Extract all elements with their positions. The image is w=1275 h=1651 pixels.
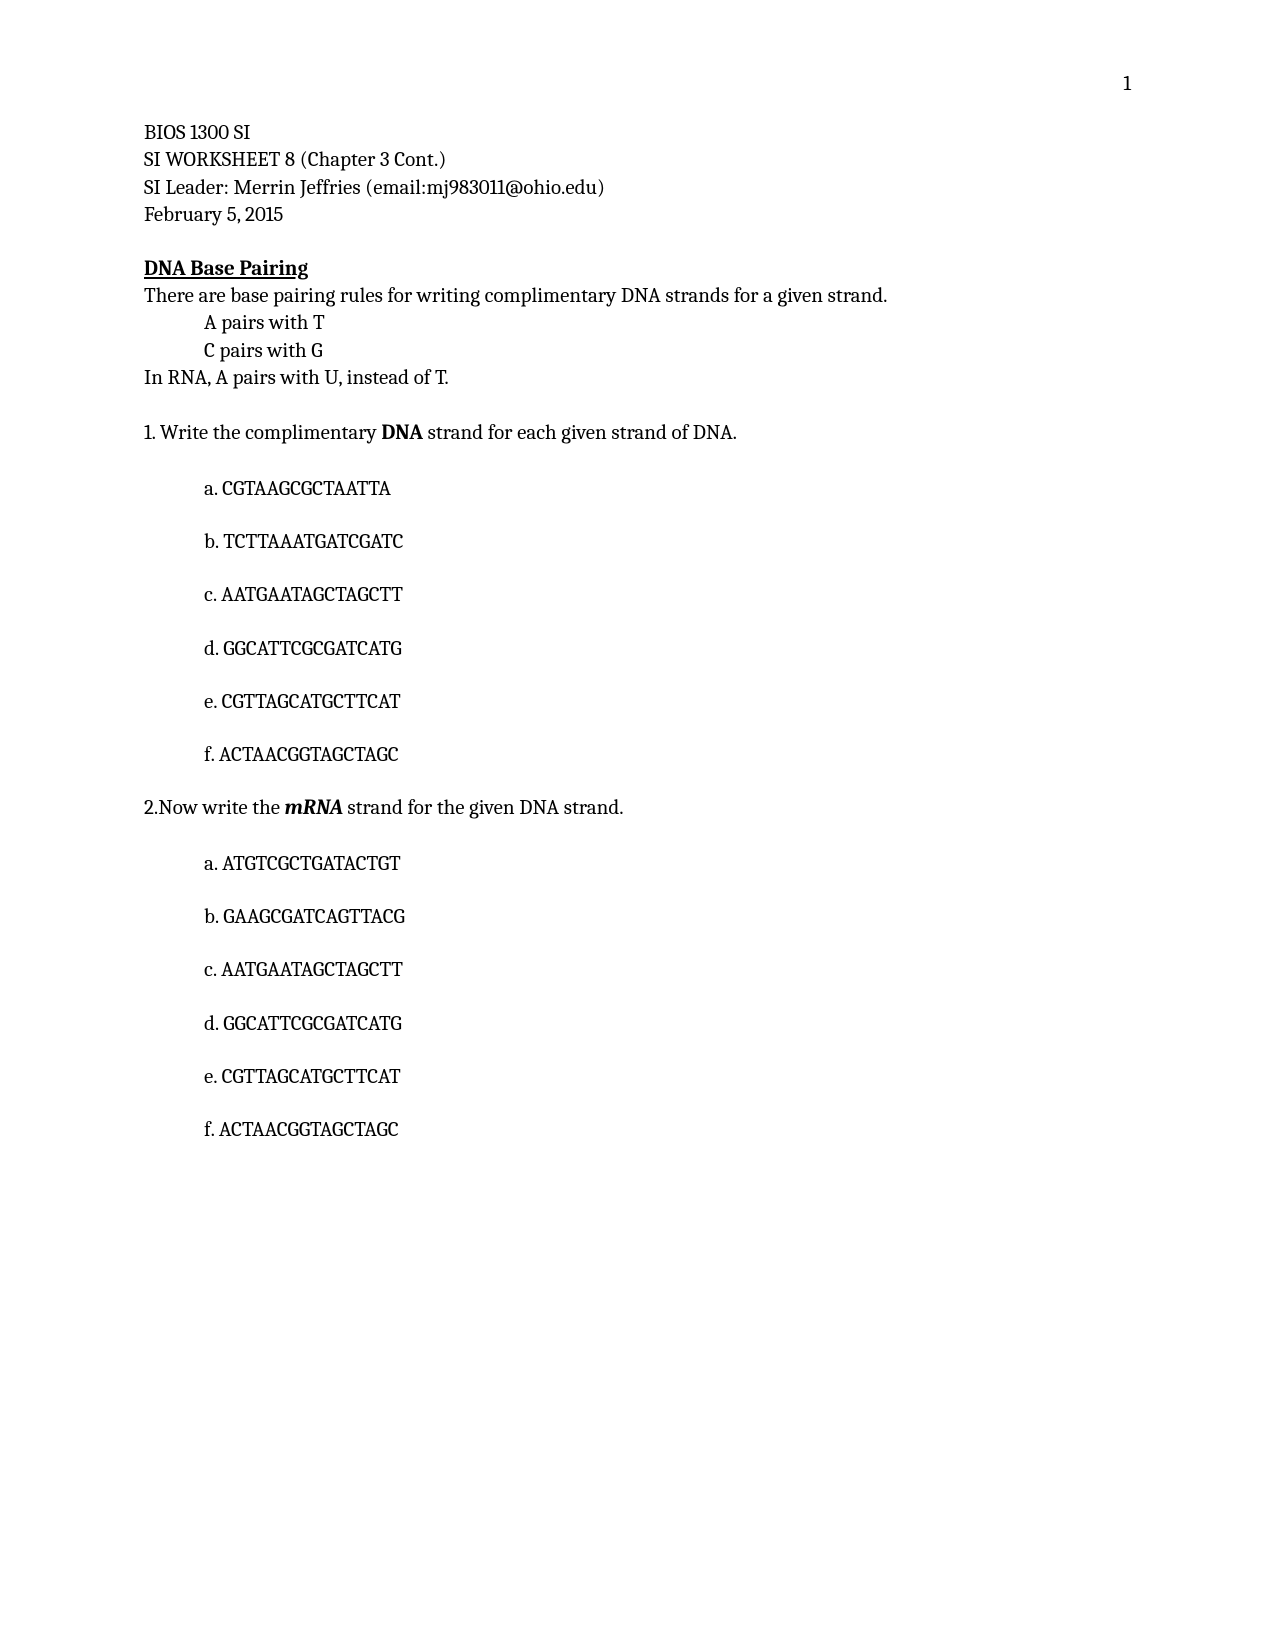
question-1-suffix: strand for each given strand of DNA.	[423, 421, 737, 445]
question-2: 2.Now write the mRNA strand for the give…	[144, 795, 1131, 822]
rna-note: In RNA, A pairs with U, instead of T.	[144, 365, 1131, 392]
worksheet-title: SI WORKSHEET 8 (Chapter 3 Cont.)	[144, 147, 1131, 174]
q1-sequence-c: c. AATGAATAGCTAGCTT	[204, 582, 1131, 609]
document-date: February 5, 2015	[144, 202, 1131, 229]
q2-sequence-d: d. GGCATTCGCGATCATG	[204, 1011, 1131, 1038]
q1-sequence-list: a. CGTAAGCGCTAATTA b. TCTTAAATGATCGATC c…	[144, 476, 1131, 770]
q1-sequence-a: a. CGTAAGCGCTAATTA	[204, 476, 1131, 503]
section-title: DNA Base Pairing	[144, 257, 1131, 281]
q2-sequence-c: c. AATGAATAGCTAGCTT	[204, 957, 1131, 984]
q2-sequence-f: f. ACTAACGGTAGCTAGC	[204, 1117, 1131, 1144]
q1-sequence-d: d. GGCATTCGCGATCATG	[204, 636, 1131, 663]
document-header: BIOS 1300 SI SI WORKSHEET 8 (Chapter 3 C…	[144, 120, 1131, 229]
question-2-prefix: 2.Now write the	[144, 796, 285, 820]
question-1: 1. Write the complimentary DNA strand fo…	[144, 420, 1131, 447]
q1-sequence-e: e. CGTTAGCATGCTTCAT	[204, 689, 1131, 716]
question-1-bold: DNA	[381, 421, 423, 445]
question-2-bold-italic: mRNA	[285, 796, 343, 820]
q2-sequence-e: e. CGTTAGCATGCTTCAT	[204, 1064, 1131, 1091]
pairing-rules-block: A pairs with T C pairs with G	[144, 310, 1131, 365]
intro-paragraph: There are base pairing rules for writing…	[144, 283, 1131, 310]
pairing-rule-2: C pairs with G	[204, 338, 1131, 365]
q1-sequence-b: b. TCTTAAATGATCGATC	[204, 529, 1131, 556]
leader-info: SI Leader: Merrin Jeffries (email:mj9830…	[144, 175, 1131, 202]
course-code: BIOS 1300 SI	[144, 120, 1131, 147]
pairing-rule-1: A pairs with T	[204, 310, 1131, 337]
q2-sequence-b: b. GAAGCGATCAGTTACG	[204, 904, 1131, 931]
q2-sequence-list: a. ATGTCGCTGATACTGT b. GAAGCGATCAGTTACG …	[144, 851, 1131, 1145]
question-2-suffix: strand for the given DNA strand.	[343, 796, 624, 820]
q2-sequence-a: a. ATGTCGCTGATACTGT	[204, 851, 1131, 878]
page-number: 1	[1123, 72, 1131, 96]
q1-sequence-f: f. ACTAACGGTAGCTAGC	[204, 742, 1131, 769]
question-1-prefix: 1. Write the complimentary	[144, 421, 381, 445]
